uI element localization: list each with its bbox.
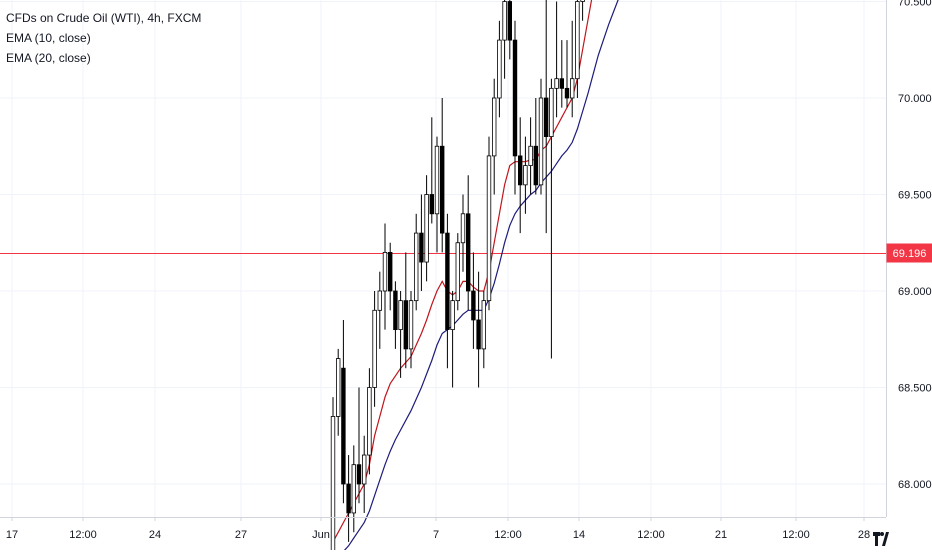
- candle-body: [528, 145, 533, 166]
- time-tick-label: Jun: [312, 529, 330, 541]
- candle-body: [486, 155, 492, 302]
- candle-body: [367, 387, 372, 456]
- candle-body: [497, 39, 502, 99]
- price-tick-label: 68.000: [898, 479, 932, 491]
- time-tick-label: 12:00: [69, 529, 97, 541]
- candle-body: [538, 97, 544, 186]
- price-labels: 72.92071.72170.60469.19672.46272.41071.9…: [886, 243, 932, 263]
- candle-body: [419, 232, 424, 263]
- horizontal-levels: [0, 253, 886, 254]
- candle-body: [434, 145, 440, 215]
- time-tick-label: 14: [573, 529, 585, 541]
- candle-body: [387, 251, 393, 292]
- candle-body: [356, 464, 362, 485]
- candle-body: [398, 300, 403, 330]
- candle-body: [575, 1, 580, 80]
- price-axis[interactable]: 68.00068.50069.00069.50070.00070.50071.0…: [886, 0, 932, 517]
- candle-body: [481, 300, 486, 350]
- candle-body: [502, 1, 507, 41]
- price-tick-label: 69.500: [898, 190, 932, 202]
- candle-body: [512, 39, 518, 157]
- level-price-badge-text: 69.196: [893, 248, 927, 260]
- candle-body: [549, 87, 554, 137]
- ema-10-legend[interactable]: EMA (10, close): [6, 31, 91, 45]
- time-tick-label: 28: [858, 529, 870, 541]
- candle-body: [570, 78, 575, 99]
- tradingview-logo-icon[interactable]: [873, 532, 889, 546]
- time-tick-label: 12:00: [637, 529, 665, 541]
- candle-body: [491, 97, 497, 157]
- candles: [330, 0, 585, 555]
- candle-body: [507, 1, 512, 41]
- grid: [0, 0, 886, 517]
- candle-body: [455, 242, 460, 302]
- time-tick-label: 27: [235, 529, 247, 541]
- candle-body: [580, 0, 585, 2]
- candle-body: [403, 300, 408, 350]
- time-axis[interactable]: 17 12:00 24 27 Jun 7 12:00 14 12:00 21 12:00 28: [0, 517, 886, 541]
- candle-body: [351, 464, 356, 514]
- candle-body: [476, 319, 481, 350]
- ema-20-series: [340, 0, 619, 555]
- candle-body: [465, 213, 471, 292]
- ema-20-line: [340, 0, 619, 555]
- time-tick-label: 7: [433, 529, 439, 541]
- candle-body: [564, 87, 570, 99]
- price-tick-label: 69.000: [898, 286, 932, 298]
- candle-body: [335, 358, 341, 417]
- candle-body: [361, 454, 367, 485]
- price-tick-label: 68.500: [898, 383, 932, 395]
- candle-body: [544, 97, 549, 137]
- time-tick-label: 21: [715, 529, 727, 541]
- time-tick-label: 17: [6, 529, 18, 541]
- candle-body: [450, 300, 455, 330]
- candle-body: [523, 165, 528, 186]
- price-tick-label: 70.500: [898, 0, 932, 9]
- candle-body: [377, 290, 382, 311]
- candle-body: [554, 78, 559, 89]
- price-tick-label: 70.000: [898, 93, 932, 105]
- time-tick-label: 12:00: [494, 529, 522, 541]
- candle-body: [533, 145, 538, 186]
- candle-body: [393, 290, 398, 330]
- candle-body: [330, 416, 336, 555]
- time-tick-label: 12:00: [782, 529, 810, 541]
- candle-body: [445, 232, 450, 331]
- ema-20-legend[interactable]: EMA (20, close): [6, 51, 91, 65]
- level-price-badge-bg: [886, 243, 932, 263]
- ema-10-series: [332, 0, 593, 543]
- symbol-title[interactable]: CFDs on Crude Oil (WTI), 4h, FXCM: [6, 11, 202, 25]
- candle-body: [341, 367, 346, 485]
- candle-body: [408, 300, 414, 350]
- candle-body: [424, 194, 429, 263]
- candle-body: [382, 251, 388, 292]
- candle-body: [439, 145, 445, 234]
- candle-body: [346, 483, 351, 514]
- candle-body: [471, 290, 476, 321]
- candle-body: [518, 155, 523, 186]
- candle-body: [429, 194, 434, 215]
- level-price-badge: 69.196: [886, 243, 932, 263]
- candle-body: [372, 309, 377, 388]
- candle-body: [460, 213, 466, 244]
- candle-body: [413, 232, 419, 302]
- chart-legend: CFDs on Crude Oil (WTI), 4h, FXCM EMA (1…: [6, 8, 201, 68]
- ema-10-line: [332, 0, 593, 543]
- candle-body: [559, 78, 564, 89]
- time-tick-label: 24: [149, 529, 161, 541]
